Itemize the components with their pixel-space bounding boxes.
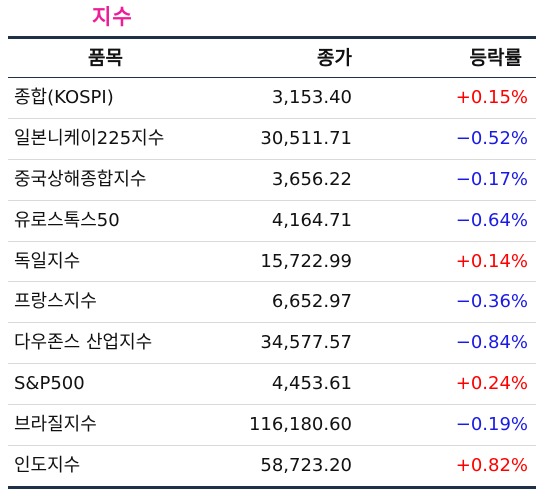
row-name: 프랑스지수 bbox=[14, 291, 97, 313]
row-close: 3,153.40 bbox=[271, 87, 352, 108]
table-row: 일본니케이225지수 30,511.71 −0.52% bbox=[8, 119, 536, 160]
row-close: 4,164.71 bbox=[271, 209, 352, 231]
row-name: 종합(KOSPI) bbox=[14, 87, 114, 108]
header-name: 품목 bbox=[88, 47, 123, 69]
table-row: 브라질지수 116,180.60 −0.19% bbox=[8, 405, 536, 447]
row-change: −0.19% bbox=[455, 414, 528, 436]
row-change: −0.52% bbox=[455, 127, 528, 149]
table-row: 유로스톡스50 4,164.71 −0.64% bbox=[8, 201, 536, 242]
table-row: 인도지수 58,723.20 +0.82% bbox=[8, 446, 536, 486]
row-name: 다우존스 산업지수 bbox=[14, 332, 153, 354]
section-title: 지수 bbox=[92, 5, 133, 29]
row-change: −0.64% bbox=[455, 209, 528, 231]
row-close: 15,722.99 bbox=[260, 250, 352, 272]
row-change: −0.17% bbox=[455, 168, 528, 190]
row-change: +0.15% bbox=[455, 87, 528, 108]
row-change: +0.24% bbox=[455, 373, 528, 395]
table-row: 종합(KOSPI) 3,153.40 +0.15% bbox=[8, 78, 536, 119]
row-change: −0.84% bbox=[455, 332, 528, 354]
table-top-rule bbox=[8, 36, 536, 39]
row-name: 유로스톡스50 bbox=[14, 209, 120, 231]
table-body: 종합(KOSPI) 3,153.40 +0.15% 일본니케이225지수 30,… bbox=[8, 78, 536, 489]
table-row: 독일지수 15,722.99 +0.14% bbox=[8, 242, 536, 283]
row-close: 30,511.71 bbox=[260, 127, 352, 149]
row-name: S&P500 bbox=[14, 373, 85, 395]
row-close: 4,453.61 bbox=[271, 373, 352, 395]
row-name: 인도지수 bbox=[14, 455, 81, 477]
row-name: 독일지수 bbox=[14, 250, 81, 272]
table-row: 중국상해종합지수 3,656.22 −0.17% bbox=[8, 160, 536, 201]
row-change: −0.36% bbox=[455, 291, 528, 313]
header-change: 등락률 bbox=[469, 47, 522, 69]
table-row: S&P500 4,453.61 +0.24% bbox=[8, 364, 536, 406]
row-close: 116,180.60 bbox=[248, 414, 352, 436]
index-table: 품목 종가 등락률 종합(KOSPI) 3,153.40 +0.15% 일본니케… bbox=[8, 36, 536, 489]
table-row: 프랑스지수 6,652.97 −0.36% bbox=[8, 282, 536, 324]
row-close: 58,723.20 bbox=[260, 455, 352, 477]
row-name: 브라질지수 bbox=[14, 414, 97, 436]
row-close: 6,652.97 bbox=[271, 291, 352, 313]
row-name: 중국상해종합지수 bbox=[14, 168, 147, 190]
row-close: 34,577.57 bbox=[260, 332, 352, 354]
row-change: +0.82% bbox=[455, 455, 528, 477]
row-close: 3,656.22 bbox=[271, 168, 352, 190]
table-header: 품목 종가 등락률 bbox=[8, 39, 536, 78]
header-close: 종가 bbox=[317, 47, 352, 69]
row-change: +0.14% bbox=[455, 250, 528, 272]
table-row: 다우존스 산업지수 34,577.57 −0.84% bbox=[8, 323, 536, 365]
row-name: 일본니케이225지수 bbox=[14, 127, 165, 149]
